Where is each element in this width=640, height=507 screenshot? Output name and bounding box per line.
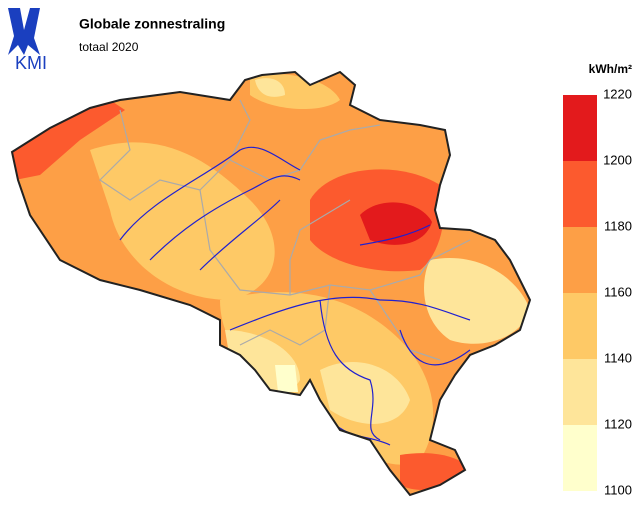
legend-label: 1200 [603, 152, 632, 167]
legend-label: 1180 [604, 218, 632, 233]
zone [90, 142, 275, 300]
legend-label: 1220 [603, 86, 632, 101]
zone [275, 365, 298, 392]
logo-text: KMI [15, 53, 47, 73]
borders [99, 99, 471, 361]
legend-swatch [563, 161, 597, 227]
legend-label: 1100 [604, 482, 632, 497]
legend-unit: kWh/m² [589, 62, 632, 76]
legend-label: 1140 [604, 350, 632, 365]
zone [320, 361, 410, 424]
logo: KMI [8, 8, 47, 73]
legend-label: 1160 [604, 284, 632, 299]
legend-label: 1120 [604, 416, 632, 431]
rivers [119, 146, 471, 446]
map [12, 72, 530, 495]
zone [360, 202, 432, 245]
subtitle: totaal 2020 [79, 40, 139, 54]
legend-swatch [563, 293, 597, 359]
legend: 1100 1120 1140 1160 1180 1200 1220 [563, 86, 632, 497]
zone [12, 100, 125, 180]
zone [424, 258, 530, 344]
title: Globale zonnestraling [79, 16, 225, 32]
zone [255, 78, 285, 97]
legend-swatch [563, 425, 597, 491]
legend-swatch [563, 227, 597, 293]
logo-mark [8, 8, 40, 55]
legend-swatch [563, 359, 597, 425]
legend-swatch [563, 95, 597, 161]
